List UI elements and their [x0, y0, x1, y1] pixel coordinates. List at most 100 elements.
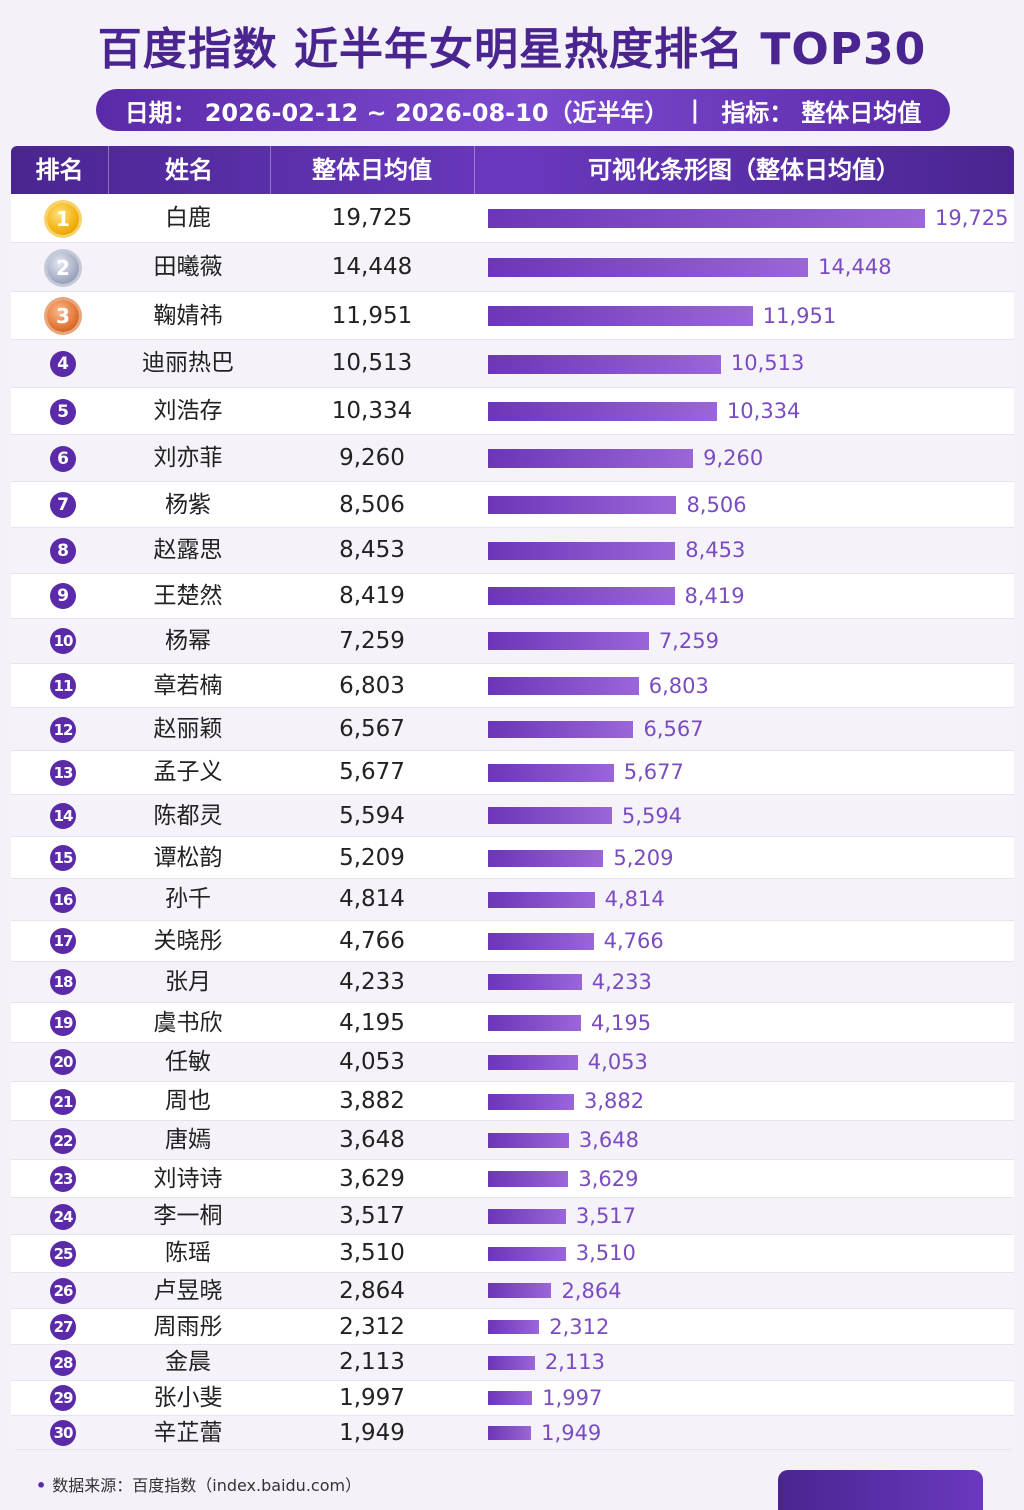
rank-badge: 22 — [50, 1127, 76, 1154]
rank-badge: 11 — [50, 672, 76, 699]
table-row: 17 关晓彤 4,766 4,766 — [11, 920, 1014, 963]
bar-value-label: 5,677 — [623, 760, 684, 785]
bar — [488, 1171, 569, 1187]
daily-average-value: 8,506 — [339, 491, 405, 518]
bar-value-label: 3,629 — [578, 1166, 639, 1191]
table-row: 18 张月 4,233 4,233 — [11, 962, 1014, 1003]
bar-value-label: 14,448 — [818, 255, 892, 280]
star-name: 迪丽热巴 — [142, 350, 234, 377]
table-row: 14 陈都灵 5,594 5,594 — [11, 794, 1014, 838]
bar-value-label: 4,233 — [591, 970, 652, 995]
daily-average-value: 10,513 — [331, 350, 413, 377]
table-row: 30 辛芷蕾 1,949 1,949 — [11, 1415, 1014, 1450]
star-name: 谭松韵 — [153, 845, 223, 872]
table-row: 1 白鹿 19,725 19,725 — [11, 194, 1014, 244]
bar-value-label: 2,113 — [544, 1350, 605, 1375]
bar-value-label: 8,506 — [686, 492, 747, 517]
table-row: 6 刘亦菲 9,260 9,260 — [11, 435, 1014, 482]
star-name: 刘诗诗 — [153, 1165, 223, 1192]
table-row: 25 陈瑶 3,510 3,510 — [11, 1235, 1014, 1273]
bar — [488, 632, 649, 651]
table-row: 3 鞠婧祎 11,951 11,951 — [11, 292, 1014, 341]
star-name: 关晓彤 — [153, 927, 223, 954]
rank-badge: 24 — [50, 1203, 76, 1230]
bar-value-label: 3,510 — [575, 1241, 636, 1266]
bar-value-label: 6,803 — [648, 673, 709, 698]
header-name: 姓名 — [165, 156, 213, 184]
metric-value: 整体日均值 — [801, 98, 922, 127]
bar-value-label: 1,997 — [542, 1385, 603, 1410]
bronze-medal-icon: 3 — [47, 300, 79, 333]
bar — [488, 541, 676, 561]
bullet-icon: • — [36, 1476, 47, 1495]
daily-average-value: 5,677 — [339, 759, 405, 786]
star-name: 辛芷蕾 — [153, 1419, 223, 1446]
star-name: 刘亦菲 — [153, 445, 223, 472]
bar — [488, 354, 721, 374]
bar — [488, 1209, 566, 1225]
table-body: 1 白鹿 19,725 19,725 2 田曦薇 14,448 14,448 3 鞠婧祎 11,95… — [11, 194, 1014, 1450]
daily-average-value: 3,629 — [339, 1165, 405, 1192]
metric-label: 指标： — [721, 98, 794, 127]
star-name: 王楚然 — [153, 582, 223, 609]
header-value: 整体日均值 — [312, 156, 432, 184]
table-row: 12 赵丽颖 6,567 6,567 — [11, 707, 1014, 752]
bar-value-label: 10,334 — [726, 398, 801, 423]
table-row: 26 卢昱晓 2,864 2,864 — [11, 1272, 1014, 1310]
rank-badge: 16 — [50, 887, 76, 914]
rank-badge: 10 — [50, 628, 76, 655]
rank-badge: 21 — [50, 1088, 76, 1115]
footer: • 数据来源：百度指数（index.baidu.com） — [0, 1450, 1024, 1510]
rank-badge: 14 — [50, 802, 76, 829]
star-name: 卢昱晓 — [153, 1277, 223, 1304]
header-bar-chart: 可视化条形图（整体日均值） — [588, 156, 900, 184]
date-range: 2026-02-12 ~ 2026-08-10（近半年） — [204, 98, 669, 127]
rank-badge: 13 — [50, 759, 76, 786]
daily-average-value: 3,882 — [339, 1088, 405, 1115]
ranking-table: 排名 姓名 整体日均值 可视化条形图（整体日均值） 1 白鹿 19,725 19,72… — [11, 146, 1014, 1450]
bar-value-label: 3,882 — [584, 1089, 645, 1114]
rank-badge: 29 — [50, 1385, 76, 1412]
rank-badge: 12 — [50, 716, 76, 743]
rank-badge: 30 — [50, 1419, 76, 1446]
star-name: 金晨 — [165, 1349, 211, 1376]
table-row: 24 李一桐 3,517 3,517 — [11, 1197, 1014, 1236]
table-row: 9 王楚然 8,419 8,419 — [11, 573, 1014, 620]
source-label: 数据来源： — [52, 1476, 133, 1495]
star-name: 虞书欣 — [153, 1009, 223, 1036]
bar-value-label: 8,419 — [684, 583, 745, 608]
bar-value-label: 4,766 — [603, 928, 664, 953]
star-name: 赵露思 — [153, 537, 223, 564]
star-name: 张月 — [165, 969, 211, 996]
daily-average-value: 8,453 — [339, 537, 405, 564]
bar-value-label: 2,312 — [549, 1315, 610, 1340]
rank-badge: 20 — [50, 1049, 76, 1076]
star-name: 赵丽颖 — [153, 715, 223, 742]
rank-badge: 25 — [50, 1240, 76, 1267]
daily-average-value: 1,949 — [339, 1419, 405, 1446]
banner-divider: | — [690, 96, 700, 124]
table-row: 10 杨幂 7,259 7,259 — [11, 618, 1014, 664]
bar — [488, 676, 639, 695]
header-rank: 排名 — [35, 156, 84, 184]
star-name: 李一桐 — [153, 1202, 223, 1229]
table-row: 11 章若楠 6,803 6,803 — [11, 663, 1014, 708]
daily-average-value: 9,260 — [339, 445, 405, 472]
source-value: 百度指数（index.baidu.com） — [132, 1476, 362, 1495]
bar-value-label: 6,567 — [643, 716, 704, 741]
table-row: 15 谭松韵 5,209 5,209 — [11, 837, 1014, 880]
bar — [488, 1319, 540, 1335]
bar — [488, 587, 675, 606]
daily-average-value: 6,803 — [339, 672, 405, 699]
page-title: 百度指数 近半年女明星热度排名 TOP30 — [97, 24, 927, 75]
star-name: 唐嫣 — [165, 1127, 211, 1154]
daily-average-value: 4,814 — [339, 886, 405, 913]
bar — [488, 764, 614, 782]
bar — [488, 257, 809, 278]
daily-average-value: 1,997 — [339, 1384, 405, 1411]
table-row: 4 迪丽热巴 10,513 10,513 — [11, 340, 1014, 388]
bar — [488, 807, 612, 825]
bar — [488, 449, 694, 468]
rank-badge: 17 — [50, 928, 76, 955]
bar — [488, 849, 604, 867]
